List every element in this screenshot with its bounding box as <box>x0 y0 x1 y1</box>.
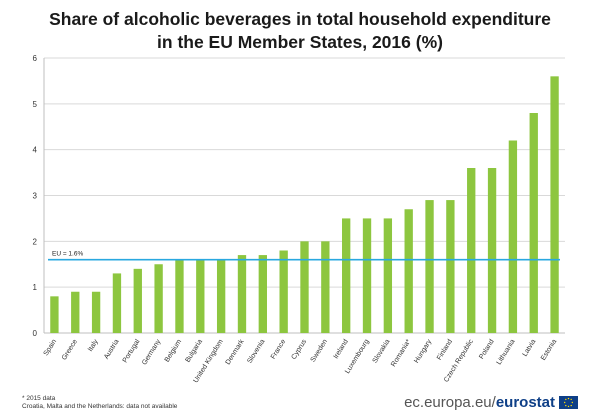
bar <box>216 259 226 333</box>
eu-average-label: EU = 1.6% <box>52 251 83 258</box>
source-credit: ec.europa.eu/eurostat <box>404 394 578 411</box>
x-tick-label: Spain <box>43 338 58 357</box>
bar <box>467 168 476 333</box>
x-tick-label: Belgium <box>164 338 183 363</box>
x-tick-label: Slovenia <box>246 338 266 365</box>
x-tick-label: Hungary <box>413 338 433 365</box>
bar <box>550 76 559 333</box>
y-tick-label: 6 <box>33 54 38 63</box>
x-tick-label: Ireland <box>333 338 350 360</box>
bar <box>508 140 518 333</box>
y-tick-label: 3 <box>33 192 38 201</box>
bar <box>71 291 80 333</box>
chart-title-line2: in the EU Member States, 2016 (%) <box>157 32 443 52</box>
bar <box>237 255 247 333</box>
x-tick-label: Sweden <box>310 338 329 363</box>
x-tick-label: Bulgaria <box>184 338 204 364</box>
bar <box>50 296 59 333</box>
chart-title-line1: Share of alcoholic beverages in total ho… <box>49 9 551 29</box>
y-tick-label: 1 <box>33 283 38 292</box>
bar <box>446 200 455 333</box>
footnote-line2: Croatia, Malta and the Netherlands: data… <box>22 403 178 410</box>
bar <box>258 255 267 333</box>
bar <box>487 168 497 333</box>
bar <box>175 259 184 333</box>
bar <box>133 268 142 333</box>
eu-flag-icon <box>559 396 578 409</box>
bar <box>529 113 538 333</box>
bar <box>154 264 163 333</box>
x-tick-label: Estonia <box>540 338 558 362</box>
x-tick-label: Slovakia <box>372 338 392 364</box>
chart-title: Share of alcoholic beverages in total ho… <box>0 8 600 54</box>
bar <box>196 259 205 333</box>
y-tick-label: 4 <box>33 146 38 155</box>
x-tick-label: Italy <box>87 338 100 353</box>
x-tick-label: Cyprus <box>291 338 309 361</box>
bar <box>112 273 122 333</box>
source-site: ec.europa.eu/eurostat <box>404 394 555 411</box>
bar <box>404 209 413 333</box>
footnote-line1: * 2015 data <box>22 395 56 402</box>
bar <box>91 291 101 333</box>
x-tick-label: Portugal <box>122 338 142 364</box>
x-tick-label: Finland <box>436 338 454 361</box>
x-tick-label: Denmark <box>225 338 246 366</box>
x-tick-label: Lithuania <box>496 338 517 366</box>
bar <box>362 218 372 333</box>
x-tick-label: Poland <box>478 338 496 360</box>
bar <box>342 218 351 333</box>
bar <box>300 241 309 333</box>
y-tick-label: 0 <box>33 329 38 338</box>
x-tick-label: Romania* <box>390 338 412 368</box>
x-tick-label: Germany <box>141 338 162 367</box>
bar <box>425 200 434 333</box>
footnote: * 2015 data Croatia, Malta and the Nethe… <box>22 395 177 411</box>
x-tick-label: Austria <box>103 338 121 360</box>
x-tick-label: Greece <box>61 338 79 361</box>
bar <box>383 218 393 333</box>
source-brand: eurostat <box>495 394 555 411</box>
bar <box>279 250 288 333</box>
y-tick-label: 2 <box>33 237 38 246</box>
x-tick-label: France <box>270 338 288 360</box>
y-tick-label: 5 <box>33 100 38 109</box>
bar <box>321 241 330 333</box>
x-tick-label: Latvia <box>522 338 538 358</box>
